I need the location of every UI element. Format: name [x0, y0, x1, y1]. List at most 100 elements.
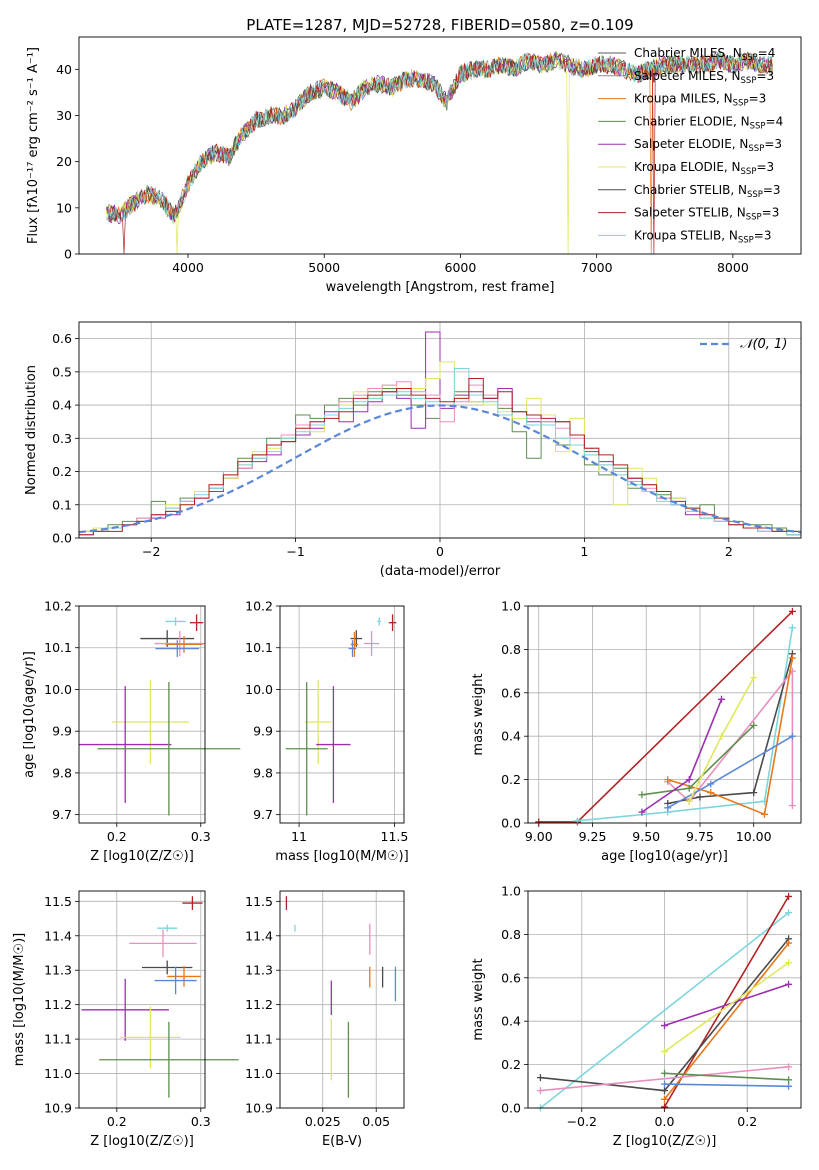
- y-tick-label: 9.7: [52, 807, 72, 822]
- weight-marker: [661, 1103, 668, 1111]
- weight-series-line: [577, 627, 794, 822]
- weight-marker: [785, 1082, 793, 1090]
- y-tick-label: 0.0: [501, 816, 521, 831]
- y-axis-label: mass [log10(M/M☉)]: [12, 933, 27, 1066]
- x-tick-label: 0.2: [107, 829, 127, 844]
- spectrum-panel: 4000 5000 6000 7000 8000 0 10 20 30 40 wavelength …: [26, 36, 802, 295]
- weight-marker: [638, 791, 646, 799]
- weight-marker: [785, 892, 793, 900]
- x-axis-label: Z [log10(Z/Z☉)]: [90, 849, 194, 864]
- weight-marker: [707, 780, 715, 788]
- legend-entry: Salpeter STELIB, NSSP=3: [634, 206, 779, 223]
- legend-entry: 𝒩(0, 1): [740, 337, 787, 352]
- legend-entry: Kroupa ELODIE, NSSP=3: [634, 160, 774, 177]
- y-tick-label: 11.1: [245, 1032, 273, 1047]
- x-tick-label: 0.3: [191, 829, 211, 844]
- weight-marker: [788, 732, 796, 740]
- legend-entry: Chabrier ELODIE, NSSP=4: [634, 114, 783, 131]
- z-weight-panel: −0.2 0.0 0.2 0.0 0.2 0.4 0.6 0.8 1.0 Z [log10(Z/Z…: [471, 884, 802, 1149]
- y-tick-label: 0.1: [52, 497, 72, 512]
- x-axis-label: mass [log10(M/M☉)]: [275, 849, 408, 864]
- y-tick-label: 9.9: [253, 724, 273, 739]
- weight-marker: [661, 1048, 668, 1056]
- axes-frame: [78, 890, 206, 1109]
- x-tick-label: 5000: [308, 260, 340, 275]
- y-tick-label: 0.3: [52, 431, 72, 446]
- y-axis-label: age [log10(age/yr)]: [22, 651, 37, 778]
- z-age-panel: 0.2 0.3 9.7 9.8 9.9 10.0 10.1 10.2 Z [log10(Z/Z☉…: [22, 599, 241, 864]
- weight-marker: [717, 695, 725, 703]
- axes-frame: [279, 605, 405, 824]
- y-axis-label: Normed distribution: [24, 365, 39, 495]
- x-tick-label: 7000: [581, 260, 613, 275]
- weight-series-line: [539, 912, 790, 1109]
- y-tick-label: 0.6: [501, 685, 521, 700]
- x-axis-label: age [log10(age/yr)]: [601, 849, 728, 864]
- weight-marker: [760, 810, 768, 818]
- weight-marker: [785, 939, 793, 947]
- y-tick-label: 10.9: [44, 1101, 72, 1116]
- mass-age-panel: 11 11.5 9.7 9.8 9.9 10.0 10.1 10.2 mass [log10(M…: [245, 599, 409, 865]
- x-axis-label: Z [log10(Z/Z☉)]: [613, 1134, 717, 1149]
- y-axis-label: Flux [fλ10⁻¹⁷ erg cm⁻² s⁻¹ A⁻¹]: [26, 47, 41, 244]
- weight-marker: [661, 1080, 668, 1088]
- y-tick-label: 9.7: [253, 807, 273, 822]
- y-tick-label: 9.9: [52, 724, 72, 739]
- y-tick-label: 10.2: [44, 599, 72, 614]
- legend-entry: Salpeter MILES, NSSP=3: [634, 69, 774, 86]
- x-tick-label: 0.2: [737, 1114, 757, 1129]
- x-tick-label: 4000: [172, 260, 204, 275]
- y-tick-label: 0.8: [501, 642, 521, 657]
- weight-marker: [536, 1074, 544, 1082]
- residual-histogram-panel: −2 −1 0 1 2 0.0 0.1 0.2 0.3 0.4 0.5 0.6 (data-model)…: [24, 321, 802, 579]
- axes-frame: [78, 36, 802, 255]
- y-tick-label: 0.8: [501, 927, 521, 942]
- weight-marker: [664, 804, 672, 812]
- gaussian-curve: [78, 404, 802, 534]
- weight-marker: [638, 808, 646, 816]
- weight-marker: [750, 721, 758, 729]
- y-tick-label: 20: [56, 154, 72, 169]
- weight-marker: [696, 793, 704, 801]
- x-axis-label: (data-model)/error: [380, 564, 501, 579]
- y-tick-label: 1.0: [501, 599, 521, 614]
- x-tick-label: −1: [286, 544, 304, 559]
- y-tick-label: 0.4: [501, 1014, 521, 1029]
- x-tick-label: 9.75: [686, 829, 714, 844]
- spectrum-series-line: [105, 51, 773, 254]
- weight-marker: [536, 1087, 544, 1095]
- y-axis-label: mass weight: [471, 958, 486, 1040]
- y-tick-label: 11.2: [44, 997, 72, 1012]
- weight-marker: [788, 607, 796, 615]
- histogram-series: [79, 378, 801, 536]
- y-tick-label: 11.3: [245, 963, 273, 978]
- x-tick-label: 0.3: [191, 1114, 211, 1129]
- y-tick-label: 10.0: [245, 682, 273, 697]
- weight-marker: [750, 674, 758, 682]
- weight-marker: [750, 789, 758, 797]
- x-tick-label: 9.25: [579, 829, 607, 844]
- weight-marker: [717, 732, 725, 740]
- spectrum-series-line: [106, 52, 773, 254]
- weight-series-line: [664, 983, 789, 1027]
- weight-marker: [788, 654, 796, 662]
- y-axis-label: mass weight: [471, 673, 486, 755]
- weight-marker: [661, 1095, 668, 1103]
- x-tick-label: 0.025: [305, 1114, 341, 1129]
- weight-series-line: [667, 653, 794, 805]
- y-tick-label: 10.1: [44, 640, 72, 655]
- axes-frame: [527, 890, 802, 1109]
- x-axis-label: wavelength [Angstrom, rest frame]: [326, 280, 555, 295]
- weight-marker: [785, 1063, 793, 1071]
- weight-series-line: [663, 942, 790, 1100]
- histogram-series: [79, 368, 801, 536]
- weight-series-line: [664, 961, 790, 1053]
- y-tick-label: 10.9: [245, 1101, 273, 1116]
- x-tick-label: 6000: [445, 260, 477, 275]
- x-tick-label: 0.0: [655, 1114, 675, 1129]
- x-tick-label: 10.00: [736, 829, 772, 844]
- z-mass-panel: 0.2 0.3 10.9 11.0 11.1 11.2 11.3 11.4 11.5 Z [log…: [12, 890, 239, 1149]
- weight-series-line: [667, 735, 793, 809]
- weight-series-line: [664, 1083, 789, 1088]
